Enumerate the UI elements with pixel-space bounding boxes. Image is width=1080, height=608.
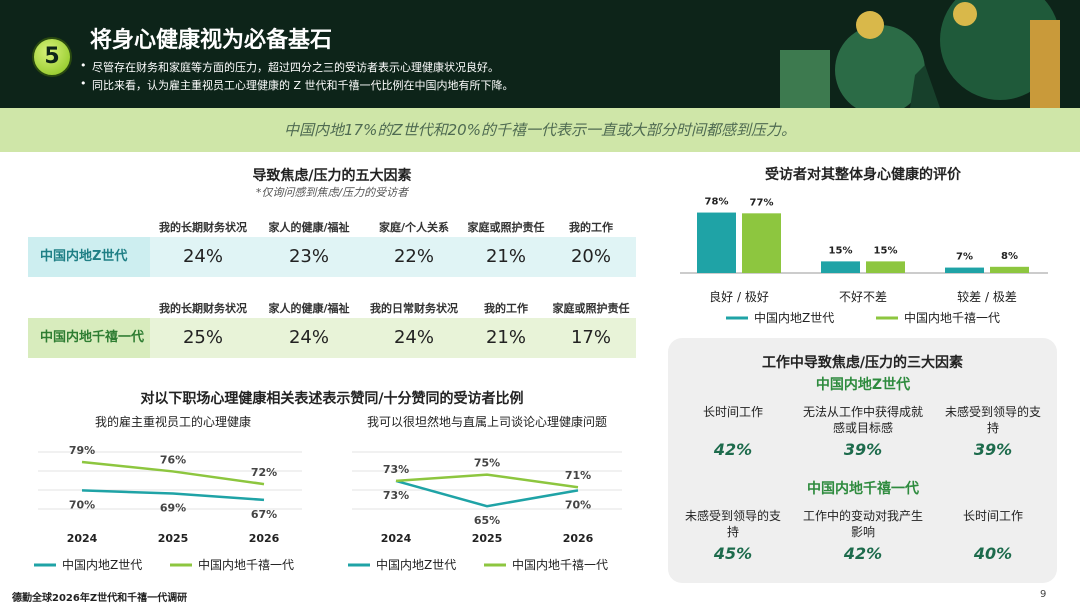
factor-value: 25% [182,327,223,348]
factor-value: 17% [570,327,611,348]
factor-label: 未感受到领导的支持 [945,405,1042,435]
table-title: 导致焦虑/压力的五大因素 [252,168,412,184]
factor-value: 24% [393,327,434,348]
factor-value: 24% [182,246,223,267]
bar [866,261,905,273]
point-label: 73% [383,489,409,502]
factor-value: 39% [843,440,883,459]
legend-label: 中国内地千禧一代 [512,557,608,572]
table-note: *仅询问感到焦虑/压力的受访者 [255,186,409,199]
x-tick-label: 2026 [563,532,594,545]
line [395,473,579,489]
factor-value: 21% [485,246,526,267]
legend-label: 中国内地千禧一代 [198,557,294,572]
point-label: 73% [383,463,409,476]
footer-source: 德勤全球2026年Z世代和千禧一代调研 [12,593,188,604]
title: 将身心健康视为必备基石 [90,28,333,53]
bar-label: 15% [874,245,898,256]
factor-value: 20% [570,246,611,267]
group-name: 中国内地千禧一代 [807,481,919,497]
point-label: 75% [474,457,500,470]
x-tick-label: 2024 [381,532,412,545]
x-tick-label: 2025 [472,532,503,545]
factor-label: 未感受到领导的支持 [685,509,782,539]
bar-label: 7% [956,252,973,263]
chart-title: 受访者对其整体身心健康的评价 [765,166,962,183]
banner: 中国内地17%的Z世代和20%的千禧一代表示一直或大部分时间都感到压力。 [0,108,1080,152]
category-label: 不好不差 [839,290,887,304]
factor-value: 21% [485,327,526,348]
factor-label: 无法从工作中获得成就感或目标感 [803,405,924,435]
header-art [780,0,1060,108]
work-factors-panel [668,338,1057,583]
x-tick-label: 2025 [158,532,189,545]
legend-label: 中国内地Z世代 [62,557,142,572]
factor-header: 我的工作 [569,221,613,234]
bar [990,266,1029,273]
bullet: 同比来看，认为雇主重视员工心理健康的 Z 世代和千禧一代比例在中国内地有所下降。 [80,77,514,93]
bar [742,213,781,273]
row-label: 中国内地Z世代 [28,237,150,277]
factor-header: 家庭或照护责任 [467,221,545,234]
factor-value: 40% [973,544,1013,563]
factor-header: 我的工作 [484,302,528,315]
panel-title: 工作中导致焦虑/压力的三大因素 [761,355,964,371]
factor-header: 家人的健康/福祉 [268,221,350,234]
chart-title: 我的雇主重视员工的心理健康 [95,414,251,429]
bar-label: 77% [750,197,774,208]
page-number: 9 [1040,589,1047,600]
group-name: 中国内地Z世代 [815,377,911,393]
bar [697,212,736,273]
section-number: 5 [32,37,72,77]
x-tick-label: 2024 [67,532,98,545]
point-label: 79% [69,444,95,457]
legend-label: 中国内地千禧一代 [904,310,1000,325]
x-tick-label: 2026 [249,532,280,545]
factor-header: 家人的健康/福祉 [268,302,350,315]
bar-label: 15% [829,245,853,256]
point-label: 65% [474,514,500,527]
factor-header: 我的长期财务状况 [159,221,247,234]
legend-label: 中国内地Z世代 [376,557,456,572]
factor-label: 工作中的变动对我产生影响 [803,509,924,539]
point-label: 72% [251,466,277,479]
factor-header: 我的长期财务状况 [159,302,247,315]
point-label: 70% [69,498,95,511]
line [81,489,265,502]
row-label: 中国内地千禧一代 [28,318,150,358]
point-label: 67% [251,508,277,521]
point-label: 69% [160,502,186,515]
point-label: 76% [160,453,186,466]
line-section-title: 对以下职场心理健康相关表述表示赞同/十分赞同的受访者比例 [140,391,524,407]
bar [945,267,984,273]
point-label: 71% [565,469,591,482]
category-label: 良好 / 极好 [709,289,769,304]
factor-header: 家庭或照护责任 [552,302,630,315]
bar-label: 8% [1001,251,1018,262]
point-label: 70% [565,498,591,511]
bar [821,261,860,273]
factor-value: 42% [713,440,753,459]
factor-value: 42% [843,544,883,563]
category-label: 较差 / 极差 [957,289,1017,304]
factor-value: 23% [288,246,329,267]
bar-label: 78% [705,197,729,208]
factor-header: 家庭/个人关系 [378,221,450,234]
line [81,460,265,486]
factor-label: 长时间工作 [962,509,1023,523]
factor-value: 39% [973,440,1013,459]
factor-value: 45% [713,544,753,563]
factor-value: 24% [288,327,329,348]
chart-title: 我可以很坦然地与直属上司谈论心理健康问题 [367,414,607,429]
factor-header: 我的日常财务状况 [370,302,458,315]
legend-label: 中国内地Z世代 [754,310,834,325]
line [395,479,579,508]
bullet: 尽管存在财务和家庭等方面的压力，超过四分之三的受访者表示心理健康状况良好。 [80,59,499,75]
factor-value: 22% [393,246,434,267]
factor-label: 长时间工作 [702,405,763,419]
